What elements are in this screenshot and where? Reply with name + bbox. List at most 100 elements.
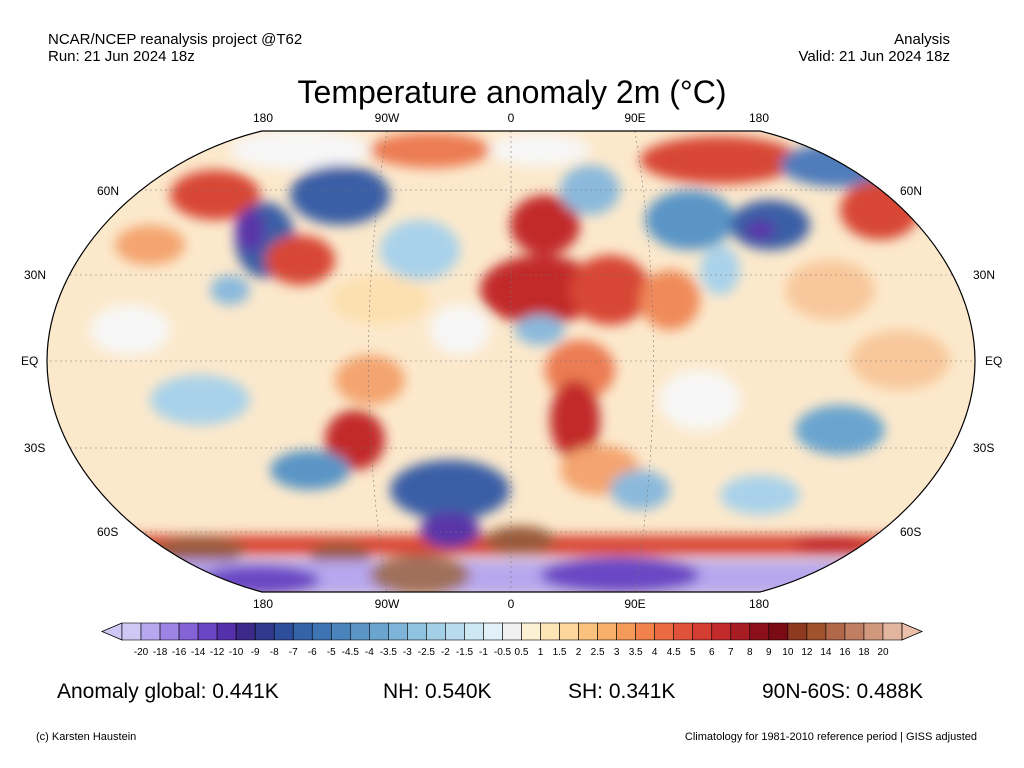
colorbar-swatch bbox=[273, 622, 294, 641]
colorbar-label: 18 bbox=[858, 647, 870, 658]
colorbar-swatch bbox=[292, 622, 313, 641]
stat-sh-anomaly: SH: 0.341K bbox=[568, 680, 676, 703]
lat-label-right-30n: 30N bbox=[973, 268, 996, 282]
colorbar-swatch bbox=[159, 622, 180, 641]
colorbar-swatch bbox=[882, 622, 903, 641]
colorbar-label: -7 bbox=[288, 647, 298, 658]
colorbar-label: -4.5 bbox=[341, 647, 359, 658]
lat-label-left-60n: 60N bbox=[97, 184, 120, 198]
colorbar-label: -9 bbox=[250, 647, 260, 658]
lon-label-top-90w: 90W bbox=[374, 111, 400, 125]
colorbar-label: 2.5 bbox=[590, 647, 605, 658]
lon-label-bottom-90e: 90E bbox=[624, 597, 646, 611]
colorbar-swatch bbox=[597, 622, 617, 641]
colorbar-swatch bbox=[578, 622, 598, 641]
colorbar-label: 16 bbox=[839, 647, 851, 658]
colorbar-label: 2 bbox=[575, 647, 582, 658]
colorbar-label: 6 bbox=[708, 647, 715, 658]
lat-label-left-30s: 30S bbox=[24, 441, 46, 455]
colorbar-label: 0.5 bbox=[514, 647, 529, 658]
colorbar-label: 7 bbox=[727, 647, 734, 658]
colorbar-label: -2 bbox=[440, 647, 450, 658]
lon-label-top-180e: 180 bbox=[748, 111, 770, 125]
lon-label-bottom-90w: 90W bbox=[374, 597, 400, 611]
colorbar-swatch bbox=[197, 622, 218, 641]
lat-label-left-eq: EQ bbox=[21, 354, 39, 368]
graticule bbox=[47, 131, 975, 592]
colorbar-swatch bbox=[521, 622, 541, 641]
colorbar-swatch bbox=[863, 622, 884, 641]
lat-label-right-eq: EQ bbox=[985, 354, 1003, 368]
colorbar-min-arrow bbox=[100, 622, 123, 641]
colorbar-label: 14 bbox=[820, 647, 832, 658]
lon-label-top-180w: 180 bbox=[252, 111, 274, 125]
colorbar-label: 12 bbox=[801, 647, 813, 658]
colorbar-swatch bbox=[235, 622, 256, 641]
colorbar-label: -3 bbox=[402, 647, 412, 658]
lon-label-bottom-180w: 180 bbox=[252, 597, 274, 611]
colorbar bbox=[100, 622, 924, 641]
colorbar-label: 3 bbox=[613, 647, 620, 658]
colorbar-swatch bbox=[254, 622, 275, 641]
colorbar-swatch bbox=[311, 622, 332, 641]
colorbar-label: -3.5 bbox=[379, 647, 397, 658]
colorbar-swatch bbox=[616, 622, 636, 641]
credit-label: (c) Karsten Haustein bbox=[36, 731, 137, 743]
colorbar-swatch bbox=[844, 622, 865, 641]
colorbar-swatch bbox=[635, 622, 655, 641]
colorbar-swatch bbox=[426, 622, 446, 641]
map-outline bbox=[46, 130, 976, 593]
colorbar-swatch bbox=[369, 622, 389, 641]
colorbar-swatch bbox=[349, 622, 370, 641]
valid-time-label: Valid: 21 Jun 2024 18z bbox=[798, 48, 950, 65]
colorbar-label: -1.5 bbox=[455, 647, 474, 658]
stat-nh-anomaly: NH: 0.540K bbox=[383, 680, 492, 703]
colorbar-label: 20 bbox=[877, 647, 889, 658]
colorbar-label: 4 bbox=[651, 647, 658, 658]
lon-label-top-90e: 90E bbox=[624, 111, 646, 125]
colorbar-swatch bbox=[654, 622, 675, 641]
colorbar-swatch bbox=[140, 622, 161, 641]
colorbar-label: -14 bbox=[190, 647, 206, 658]
colorbar-label: -5 bbox=[326, 647, 336, 658]
colorbar-label: -6 bbox=[307, 647, 317, 658]
colorbar-swatch bbox=[540, 622, 560, 641]
project-label: NCAR/NCEP reanalysis project @T62 bbox=[48, 31, 303, 48]
anomaly-field bbox=[47, 131, 975, 592]
colorbar-label: -10 bbox=[228, 647, 244, 658]
colorbar-swatch bbox=[445, 622, 465, 641]
colorbar-max-arrow bbox=[901, 622, 924, 641]
analysis-label: Analysis bbox=[894, 31, 950, 48]
colorbar-label: -12 bbox=[209, 647, 225, 658]
colorbar-swatch bbox=[711, 622, 732, 641]
colorbar-swatch bbox=[388, 622, 408, 641]
colorbar-swatch bbox=[749, 622, 770, 641]
colorbar-label: 1 bbox=[537, 647, 544, 658]
colorbar-swatch bbox=[692, 622, 713, 641]
climatology-note: Climatology for 1981-2010 reference peri… bbox=[684, 731, 977, 743]
lat-label-right-30s: 30S bbox=[973, 441, 995, 455]
stat-global-anomaly: Anomaly global: 0.441K bbox=[57, 680, 279, 703]
colorbar-swatch bbox=[730, 622, 751, 641]
colorbar-label: -8 bbox=[269, 647, 279, 658]
colorbar-swatch bbox=[483, 622, 503, 641]
run-time-label: Run: 21 Jun 2024 18z bbox=[48, 48, 195, 65]
colorbar-label: -0.5 bbox=[493, 647, 512, 658]
colorbar-label: 10 bbox=[782, 647, 794, 658]
colorbar-swatch bbox=[178, 622, 199, 641]
colorbar-swatch bbox=[121, 622, 142, 641]
colorbar-swatch bbox=[673, 622, 694, 641]
lat-label-left-30n: 30N bbox=[24, 268, 47, 282]
colorbar-label: 8 bbox=[747, 647, 753, 658]
colorbar-swatch bbox=[464, 622, 484, 641]
lon-label-bottom-180e: 180 bbox=[748, 597, 770, 611]
colorbar-label: 9 bbox=[766, 647, 772, 658]
colorbar-swatch bbox=[825, 622, 846, 641]
colorbar-swatch bbox=[768, 622, 789, 641]
colorbar-swatch bbox=[330, 622, 351, 641]
colorbar-label: -16 bbox=[171, 647, 187, 658]
colorbar-label: -18 bbox=[152, 647, 168, 658]
lat-label-right-60s: 60S bbox=[900, 525, 922, 539]
colorbar-label: -20 bbox=[133, 647, 149, 658]
